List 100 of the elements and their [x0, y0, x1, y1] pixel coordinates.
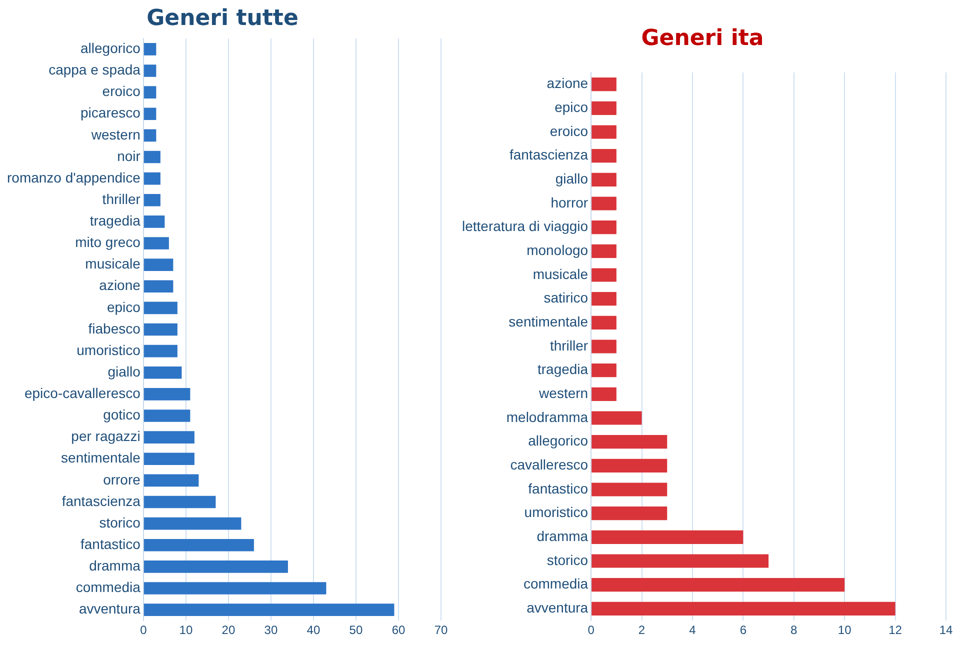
- bar: [144, 172, 160, 185]
- x-tick-label: 40: [306, 623, 320, 638]
- y-tick-label: orrore: [103, 471, 141, 488]
- y-tick-label: azione: [99, 277, 141, 294]
- bar: [592, 268, 616, 282]
- bar: [144, 560, 288, 573]
- x-tick-label: 12: [888, 623, 902, 638]
- x-tick-label: 2: [638, 623, 646, 638]
- y-tick-label: tragedia: [90, 212, 141, 229]
- bar: [144, 302, 178, 314]
- bar: [592, 196, 616, 210]
- y-tick-label: allegorico: [80, 40, 141, 56]
- chart-title: Generi tutte: [146, 6, 298, 31]
- y-tick-label: sentimentale: [508, 314, 588, 330]
- y-tick-label: melodramma: [506, 408, 588, 425]
- y-tick-label: eroico: [550, 122, 588, 139]
- bar: [144, 517, 242, 530]
- bar: [592, 554, 769, 568]
- bar: [592, 530, 744, 544]
- bar: [592, 101, 616, 115]
- y-tick-label: epico-cavalleresco: [24, 385, 141, 402]
- y-tick-label: musicale: [85, 256, 141, 272]
- x-tick-label: 10: [179, 623, 193, 638]
- bar: [144, 129, 156, 142]
- bar: [592, 149, 616, 163]
- bar: [592, 316, 616, 330]
- bar: [144, 410, 190, 422]
- bar: [144, 452, 194, 466]
- y-tick-label: epico: [554, 99, 588, 116]
- y-tick-label: letteratura di viaggio: [462, 218, 588, 234]
- y-tick-label: satirico: [544, 290, 588, 306]
- bar: [144, 604, 394, 616]
- y-tick-label: eroico: [102, 83, 141, 100]
- y-tick-label: umoristico: [76, 342, 141, 358]
- y-tick-label: storico: [546, 552, 588, 568]
- y-tick-label: horror: [550, 194, 588, 210]
- bar: [144, 86, 156, 98]
- x-tick-label: 0: [588, 623, 595, 638]
- bar: [144, 108, 156, 120]
- bar: [144, 258, 174, 271]
- x-tick-label: 14: [939, 623, 953, 638]
- bar: [144, 43, 156, 56]
- y-tick-label: storico: [99, 514, 141, 530]
- y-tick-label: allegorico: [528, 432, 588, 449]
- bar: [592, 125, 616, 139]
- y-tick-label: epico: [106, 298, 141, 315]
- y-tick-label: western: [538, 385, 588, 402]
- x-tick-label: 8: [790, 623, 798, 638]
- bar: [144, 538, 254, 552]
- y-tick-label: fantascienza: [62, 492, 141, 509]
- y-tick-label: azione: [546, 75, 588, 92]
- y-tick-label: cappa e spada: [48, 62, 141, 78]
- y-tick-label: cavalleresco: [510, 456, 588, 473]
- bar: [144, 194, 160, 206]
- bar: [592, 220, 616, 234]
- y-tick-label: musicale: [532, 266, 588, 282]
- bar: [592, 172, 616, 186]
- bar: [144, 366, 182, 379]
- bar: [144, 216, 165, 228]
- bar: [592, 578, 845, 592]
- y-tick-label: picaresco: [80, 104, 141, 121]
- y-tick-label: mito greco: [75, 234, 141, 250]
- y-tick-label: dramma: [89, 558, 141, 574]
- x-tick-label: 0: [140, 623, 148, 638]
- y-tick-label: thriller: [102, 190, 141, 207]
- x-tick-label: 6: [740, 623, 747, 638]
- y-tick-label: monologo: [526, 242, 588, 258]
- y-tick-label: commedia: [523, 576, 588, 592]
- y-tick-label: thriller: [550, 337, 588, 354]
- x-tick-label: 70: [434, 623, 448, 638]
- x-tick-label: 20: [222, 623, 236, 638]
- bar: [592, 458, 668, 472]
- chart-title: Generi ita: [641, 26, 764, 51]
- bar: [592, 292, 616, 306]
- bar: [592, 506, 668, 520]
- bar: [592, 364, 616, 378]
- bar: [144, 323, 178, 336]
- y-tick-label: fantastico: [528, 480, 588, 496]
- y-tick-label: umoristico: [524, 504, 588, 520]
- y-tick-label: fiabesco: [88, 320, 141, 336]
- bar: [144, 64, 156, 77]
- bar: [144, 582, 326, 594]
- bar: [592, 482, 668, 496]
- bar: [144, 431, 194, 444]
- x-tick-label: 60: [392, 623, 406, 638]
- bar: [592, 435, 668, 449]
- y-tick-label: giallo: [108, 363, 141, 380]
- y-tick-label: western: [90, 126, 140, 142]
- y-tick-label: commedia: [76, 579, 141, 596]
- bar: [592, 602, 896, 616]
- bar: [144, 388, 190, 400]
- y-tick-label: avventura: [526, 600, 588, 616]
- y-tick-label: giallo: [555, 170, 588, 187]
- x-tick-label: 10: [838, 623, 852, 638]
- y-tick-label: tragedia: [537, 361, 588, 378]
- bar: [144, 474, 199, 487]
- bar: [592, 387, 616, 401]
- bar: [592, 244, 616, 258]
- bar: [144, 344, 178, 358]
- y-tick-label: per ragazzi: [71, 428, 140, 444]
